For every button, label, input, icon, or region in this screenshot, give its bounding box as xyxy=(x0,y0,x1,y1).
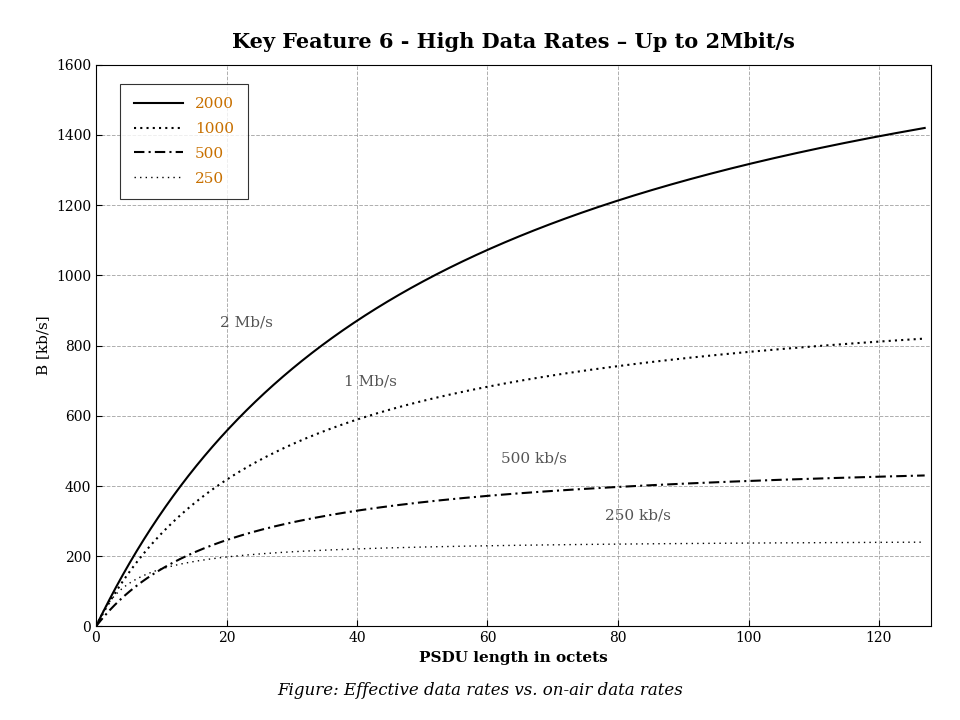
2000 xyxy=(132,544,144,553)
250 xyxy=(132,574,144,582)
500 xyxy=(895,472,906,480)
2000 xyxy=(493,240,505,249)
500 xyxy=(493,490,505,499)
500 xyxy=(919,471,930,480)
X-axis label: PSDU length in octets: PSDU length in octets xyxy=(420,651,608,665)
Title: Key Feature 6 - High Data Rates – Up to 2Mbit/s: Key Feature 6 - High Data Rates – Up to … xyxy=(232,32,795,52)
500 xyxy=(132,580,144,589)
Line: 500: 500 xyxy=(96,475,924,626)
1000 xyxy=(919,334,930,343)
250 xyxy=(895,538,906,546)
Text: Figure: Effective data rates vs. on-air data rates: Figure: Effective data rates vs. on-air … xyxy=(277,682,683,699)
1000 xyxy=(132,556,144,564)
1000 xyxy=(90,622,102,631)
1000 xyxy=(471,384,483,393)
500 xyxy=(471,492,483,501)
250 xyxy=(493,541,505,550)
Y-axis label: B [kb/s]: B [kb/s] xyxy=(36,316,50,375)
Text: 500 kb/s: 500 kb/s xyxy=(500,451,566,465)
Line: 2000: 2000 xyxy=(96,128,924,626)
500 xyxy=(743,477,755,485)
2000 xyxy=(471,251,483,259)
Line: 1000: 1000 xyxy=(96,338,924,626)
1000 xyxy=(895,336,906,344)
2000 xyxy=(895,128,906,137)
2000 xyxy=(919,124,930,132)
Line: 250: 250 xyxy=(96,542,924,626)
2000 xyxy=(895,128,906,137)
1000 xyxy=(493,380,505,389)
250 xyxy=(471,541,483,550)
500 xyxy=(895,472,906,480)
Text: 1 Mb/s: 1 Mb/s xyxy=(344,375,396,389)
250 xyxy=(90,622,102,631)
Text: 250 kb/s: 250 kb/s xyxy=(605,508,671,522)
Legend: 2000, 1000, 500, 250: 2000, 1000, 500, 250 xyxy=(120,84,248,199)
1000 xyxy=(743,348,755,356)
Text: 2 Mb/s: 2 Mb/s xyxy=(220,315,273,329)
250 xyxy=(919,538,930,546)
500 xyxy=(90,622,102,631)
1000 xyxy=(895,336,906,344)
2000 xyxy=(90,622,102,631)
250 xyxy=(743,539,755,547)
250 xyxy=(895,538,906,546)
2000 xyxy=(743,160,755,168)
